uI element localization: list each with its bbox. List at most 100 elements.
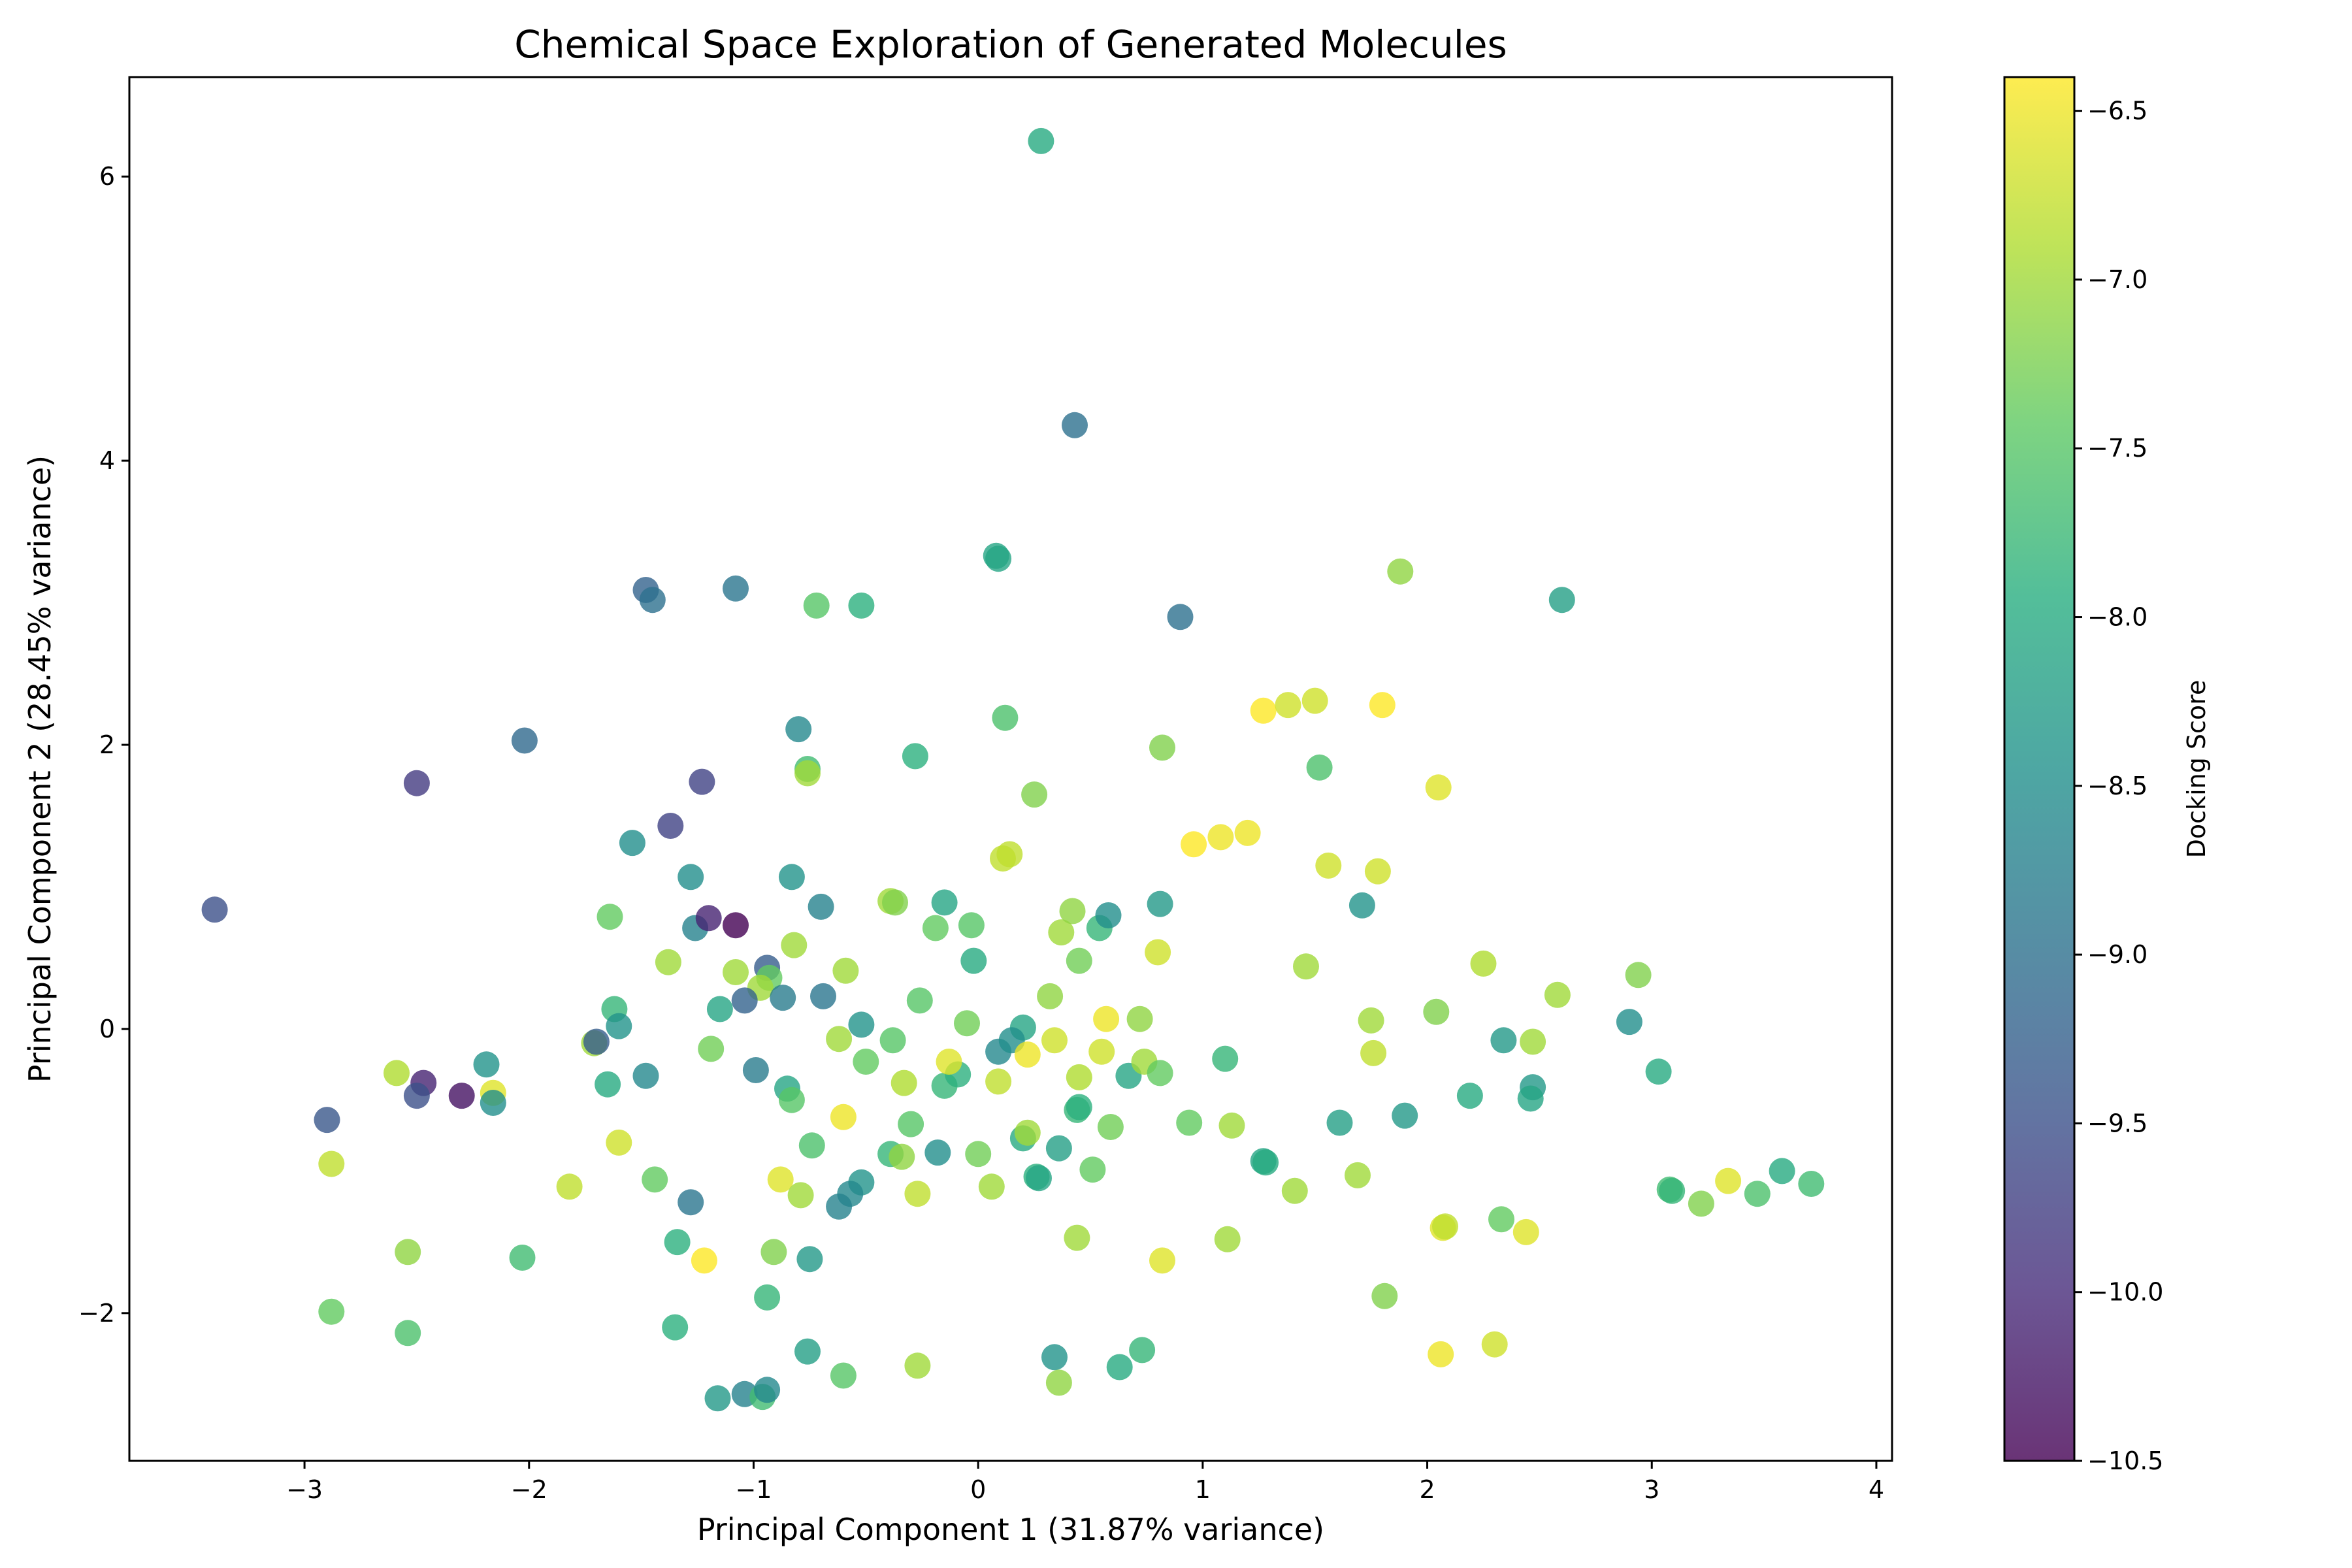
scatter-point [1490,1027,1517,1054]
scatter-point [1392,1102,1418,1129]
scatter-point [1715,1168,1742,1194]
scatter-point [931,889,958,916]
scatter-point [1293,953,1319,980]
scatter-point [1062,412,1088,438]
scatter-point [958,912,985,939]
scatter-point [1126,1005,1153,1032]
scatter-point [898,1111,924,1137]
scatter-point [1059,898,1086,924]
scatter-point [1093,1005,1120,1032]
scatter-point [798,1132,825,1159]
scatter-point [201,896,228,923]
scatter-point [1147,1060,1173,1086]
x-tick-label: 2 [1419,1475,1435,1504]
scatter-point [1106,1354,1133,1380]
y-tick-label: 6 [99,162,115,191]
scatter-point [642,1166,668,1193]
scatter-point [473,1051,500,1078]
scatter-point [1645,1058,1672,1085]
y-axis: −2 0 2 4 6 [78,162,129,1328]
scatter-point [889,1143,915,1170]
colorbar-label: Docking Score [2182,680,2211,858]
scatter-point [1129,1337,1156,1364]
scatter-point [1066,1064,1092,1090]
scatter-point [808,893,834,920]
scatter-point [1095,902,1122,928]
scatter-point [1181,831,1207,858]
scatter-point [655,949,681,975]
y-tick-label: 4 [99,446,115,475]
y-tick-label: 0 [99,1015,115,1043]
scatter-point [314,1107,340,1134]
scatter-point [662,1314,689,1341]
scatter-point [480,1090,506,1116]
scatter-point [731,987,758,1014]
scatter-point [882,889,908,916]
scatter-point [704,1385,731,1412]
scatter-point [826,1193,853,1220]
colorbar-gradient [2004,77,2074,1461]
scatter-point [1488,1206,1514,1233]
scatter-point [723,575,749,602]
scatter-point [1097,1114,1124,1140]
scatter-point [1250,697,1277,724]
scatter-point [1432,1213,1458,1240]
scatter-point [1041,1344,1068,1371]
y-axis-label: Principal Component 2 (28.45% variance) [22,455,57,1083]
scatter-point [1369,692,1396,719]
scatter-point [1481,1331,1508,1358]
scatter-point [803,592,830,619]
scatter-point [906,987,933,1014]
scatter-point [796,1246,823,1273]
scatter-point [1616,1009,1642,1036]
scatter-point [1037,983,1064,1009]
scatter-point [985,1068,1012,1095]
scatter-point [1252,1149,1279,1176]
scatter-point [1315,852,1342,879]
scatter-point [403,770,430,796]
scatter-point [318,1298,345,1325]
scatter-point [1275,692,1301,719]
scatter-point [1348,892,1375,919]
y-tick-label: 2 [99,730,115,759]
x-tick-label: 1 [1195,1475,1211,1504]
scatter-point [794,760,821,787]
scatter-point [1512,1218,1539,1245]
scatter-point [754,1284,781,1311]
scatter-point [960,947,987,974]
scatter-point [619,830,645,857]
colorbar-tick-label: −8.5 [2087,772,2148,800]
scatter-point [1306,754,1333,781]
scatter-point [1544,981,1571,1008]
scatter-point [698,1036,725,1062]
scatter-point [723,959,749,985]
scatter-point [890,1070,917,1096]
scatter-point [770,985,796,1011]
scatter-point [1364,858,1391,885]
scatter-point [1517,1085,1544,1112]
scatter-point [1079,1156,1106,1183]
scatter-point [639,587,666,613]
x-tick-label: −1 [735,1475,772,1504]
scatter-point [448,1083,475,1109]
scatter-point [778,1086,805,1113]
x-axis-label: Principal Component 1 (31.87% variance) [697,1512,1324,1547]
scatter-point [664,1229,691,1256]
scatter-point [509,1245,536,1271]
scatter-point [904,1352,931,1379]
scatter-point [678,1189,704,1216]
scatter-point [1014,1041,1041,1068]
scatter-point [879,1027,906,1054]
scatter-point [689,768,715,795]
scatter-point [678,864,704,890]
scatter-point [904,1181,931,1207]
scatter-point [1520,1028,1546,1055]
scatter-point [1066,1094,1092,1120]
scatter-point [832,957,859,984]
scatter-point [826,1026,853,1053]
scatter-point [1045,1135,1072,1162]
scatter-point [318,1151,345,1177]
colorbar-tick-label: −10.5 [2087,1446,2163,1475]
scatter-point [1149,734,1175,761]
scatter-point [1212,1045,1239,1072]
